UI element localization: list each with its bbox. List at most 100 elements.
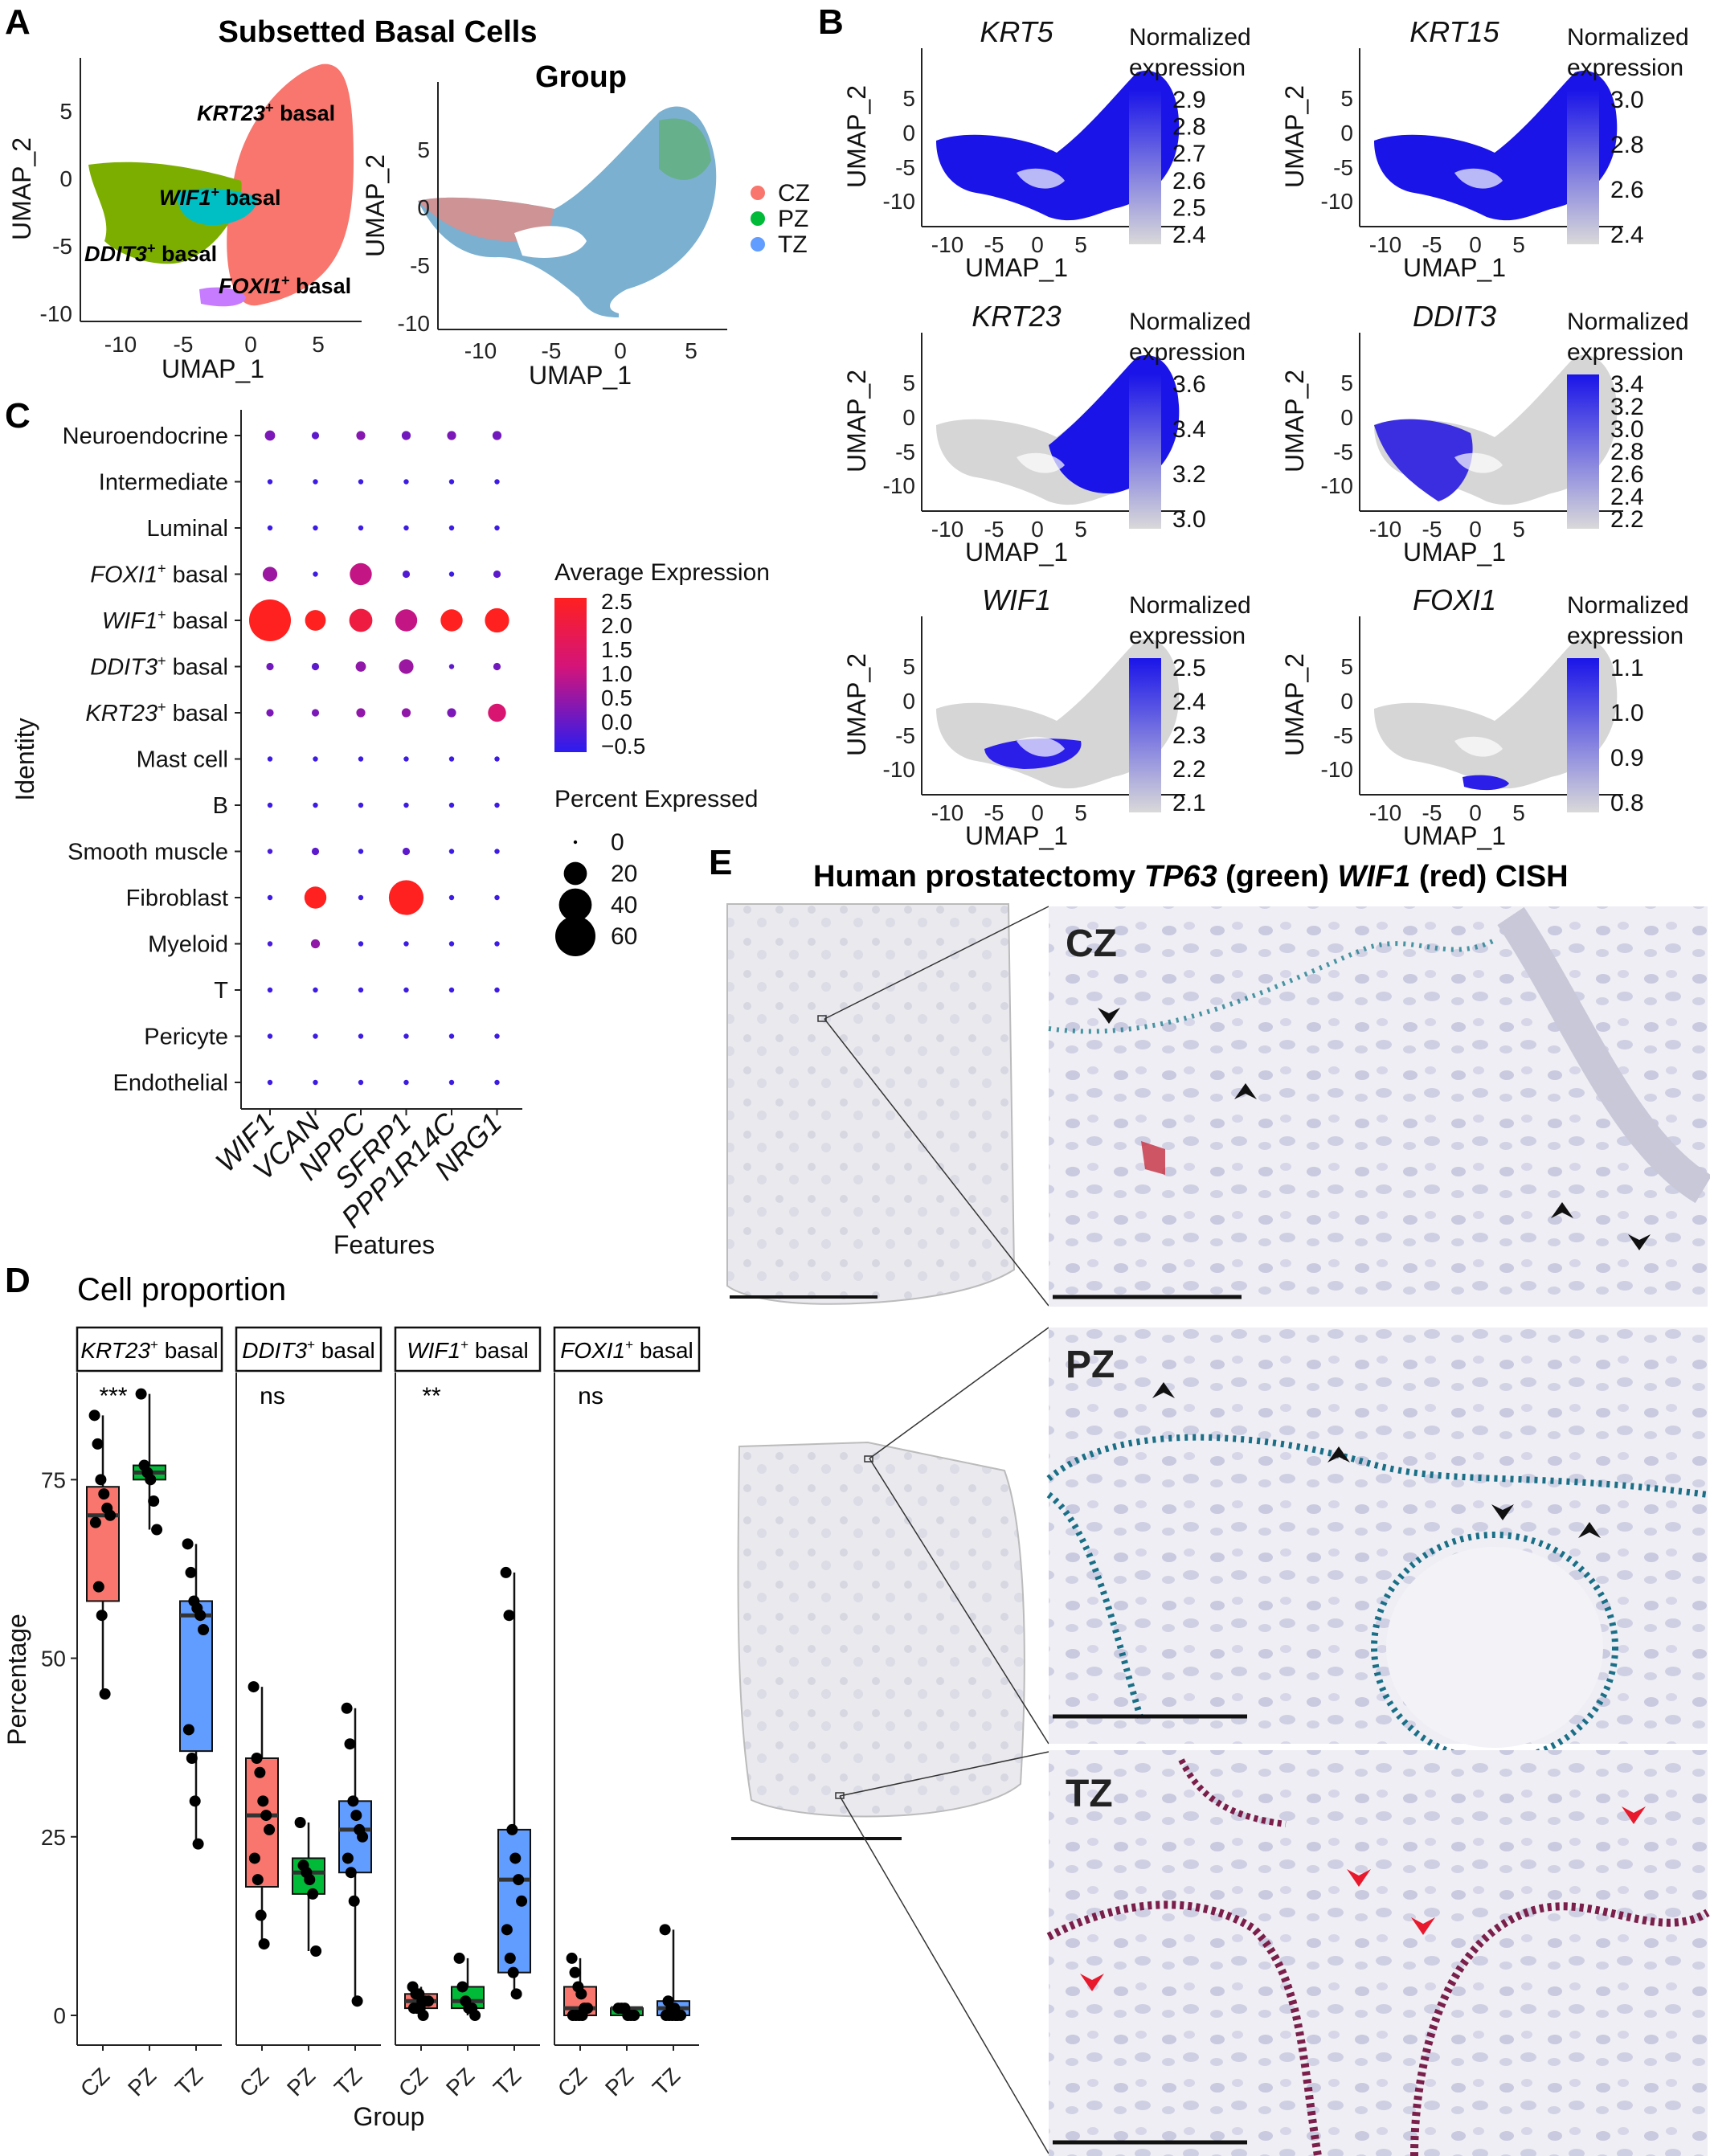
dot — [448, 849, 455, 854]
cluster-label-ddit3: DDIT3+ basal — [84, 240, 217, 266]
ytick: -5 — [1333, 440, 1353, 464]
dot — [349, 608, 373, 632]
legend-dot-tz — [751, 237, 765, 252]
colorbar-tick: 2.8 — [1610, 439, 1644, 465]
dot — [356, 708, 366, 718]
ytick: 0 — [902, 121, 915, 145]
colorbar-tick: 3.0 — [1172, 506, 1206, 533]
facet-label: DDIT3+ basal — [242, 1337, 375, 1363]
panel-letter-a: A — [5, 2, 31, 42]
ytick: -10 — [883, 473, 915, 498]
data-point — [104, 1509, 117, 1521]
colorbar-tick: 2.6 — [1172, 168, 1206, 194]
data-point — [669, 2010, 681, 2021]
dot — [311, 432, 320, 440]
x-axis-label: Group — [354, 2102, 425, 2131]
panel-e: E Human prostatectomy TP63 (green) WIF1 … — [709, 843, 1710, 2156]
pct-legend-dot — [558, 888, 592, 922]
dot — [358, 1033, 364, 1039]
dot — [448, 525, 455, 531]
dot — [262, 567, 278, 582]
dot — [448, 1033, 455, 1039]
colorbar-tick: 2.8 — [1172, 114, 1206, 141]
data-point — [566, 1952, 578, 1964]
x-axis-label: UMAP_1 — [162, 354, 264, 383]
xtick: 0 — [614, 338, 627, 363]
dot — [267, 525, 273, 531]
identity-label: KRT23+ basal — [85, 699, 228, 726]
panel-e-title: Human prostatectomy TP63 (green) WIF1 (r… — [813, 860, 1569, 894]
y-axis-label: Identity — [10, 718, 39, 800]
data-point — [88, 1409, 100, 1422]
identity-label: Myeloid — [148, 932, 228, 958]
ytick: -5 — [895, 155, 915, 180]
data-point — [151, 1524, 163, 1536]
colorbar-tick: 3.4 — [1610, 371, 1644, 398]
colorbar-tick: 3.6 — [1172, 371, 1206, 398]
ytick: 5 — [902, 370, 915, 395]
dot — [358, 756, 364, 762]
data-point — [198, 1624, 210, 1635]
data-point — [248, 1681, 260, 1693]
xtick: -5 — [174, 332, 194, 357]
ytick: 0 — [902, 689, 915, 714]
data-point — [357, 1831, 369, 1843]
avg-expression-legend: Average Expression 2.52.01.51.00.50.0−0.… — [554, 559, 770, 759]
overview-section-pz-tz — [737, 1441, 1025, 1818]
group-label: PZ — [123, 2063, 161, 2101]
data-point — [344, 1738, 356, 1750]
y-axis-label: Percentage — [2, 1614, 31, 1745]
dot — [403, 479, 409, 485]
feature-plot-title: KRT5 — [980, 15, 1053, 48]
dot — [485, 608, 509, 633]
group-label: CZ — [76, 2063, 114, 2101]
colorbar — [1567, 658, 1599, 812]
dot — [267, 802, 273, 808]
colorbar-tick: 2.4 — [1172, 222, 1206, 248]
colorbar-tick: 2.4 — [1610, 222, 1644, 248]
xtick: 0 — [244, 332, 257, 357]
facet-wif1: WIF1+ basal ** CZ PZ TZ — [394, 1326, 542, 2102]
legend-label-pz: PZ — [778, 206, 808, 232]
colorbar-tick: 2.5 — [1172, 655, 1206, 681]
data-point — [659, 1924, 671, 1936]
xtick: -5 — [1422, 800, 1442, 825]
xtick: -10 — [931, 232, 963, 257]
dot — [350, 563, 372, 586]
ytick: 0 — [1340, 121, 1353, 145]
dot — [494, 987, 500, 993]
significance-label: ns — [578, 1383, 603, 1409]
y-axis-label: UMAP_2 — [361, 154, 390, 257]
colorbar-tick: 2.8 — [1610, 132, 1644, 158]
data-point — [307, 1888, 319, 1900]
facet-label: KRT23+ basal — [80, 1337, 218, 1363]
dot — [494, 894, 500, 901]
x-axis-label: UMAP_1 — [1403, 253, 1506, 282]
umap-clusters: 5 0 -5 -10 -10 -5 0 5 UMAP_1 UMAP_2 KRT2… — [7, 58, 362, 383]
dot — [493, 662, 501, 671]
ytick: 0 — [53, 2003, 66, 2028]
ytick: 5 — [1340, 86, 1353, 111]
facet-label: WIF1+ basal — [407, 1337, 529, 1363]
dotplot-dots — [249, 430, 509, 1086]
dot — [249, 599, 291, 641]
pct-legend-dot — [555, 916, 595, 956]
dot — [494, 479, 500, 485]
box-cz: CZ — [394, 1981, 438, 2102]
dot — [305, 610, 326, 631]
data-point — [99, 1688, 111, 1700]
xtick: 5 — [1074, 517, 1087, 542]
dot — [311, 709, 320, 717]
identity-label: WIF1+ basal — [102, 607, 228, 634]
colorbar-tick: 3.0 — [1610, 87, 1644, 113]
umap-group: Group 5 0 -5 -10 -10 -5 0 5 UMAP_1 UMAP_… — [361, 60, 810, 390]
colorbar — [1567, 90, 1599, 244]
ytick: -10 — [883, 757, 915, 782]
colorbar-tick: 2.6 — [1610, 461, 1644, 488]
avg-legend-tick: 0.0 — [601, 710, 632, 734]
